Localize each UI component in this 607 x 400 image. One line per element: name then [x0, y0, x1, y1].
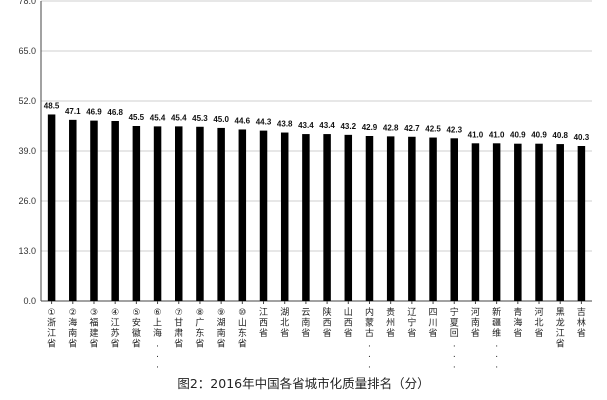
bar	[153, 126, 162, 301]
y-tick-label: 0.0	[23, 296, 36, 306]
y-tick-label: 78.0	[18, 0, 36, 6]
bar	[196, 126, 204, 302]
bar	[514, 143, 522, 301]
bar	[492, 143, 501, 301]
data-label: 42.5	[425, 125, 441, 134]
y-tick-label: 52.0	[18, 96, 36, 106]
x-tick-label: ④ 江苏省	[111, 308, 120, 350]
data-label: 44.6	[235, 116, 251, 125]
bar	[471, 143, 480, 301]
bar	[69, 119, 77, 301]
y-tick-label: 65.0	[18, 46, 36, 56]
x-tick-label: 吉林省	[577, 307, 586, 339]
x-tick-label: ⑧ 广东省	[195, 308, 204, 350]
data-label: 46.9	[86, 108, 102, 117]
data-label: 40.8	[552, 131, 568, 140]
x-tick-label: 内蒙古...	[365, 306, 374, 370]
data-label: 40.3	[574, 133, 590, 142]
x-tick-label: 辽宁省	[407, 307, 416, 339]
bar	[132, 126, 141, 301]
data-label: 41.0	[489, 130, 505, 139]
bar	[450, 138, 458, 301]
bar-chart: 0.0 13.0 26.0 39.0 52.0 65.0 78.0 48.5 47.1 46.9…	[18, 0, 592, 370]
x-tick-label: 青海省	[513, 306, 522, 339]
x-tick-label: ⑤ 安徽省	[132, 308, 141, 350]
data-label: 43.2	[340, 122, 356, 131]
bar	[577, 146, 586, 301]
x-tick-label: ⑥ 上海...	[153, 308, 162, 370]
x-tick-label: ① 浙江省	[47, 308, 56, 350]
data-label: 42.7	[404, 124, 420, 133]
x-tick-label: 贵州省	[386, 306, 395, 339]
bar	[175, 126, 183, 301]
data-label: 43.8	[277, 120, 293, 129]
data-label: 48.5	[44, 101, 60, 110]
data-label: 47.1	[65, 107, 81, 116]
data-label: 43.4	[319, 121, 335, 130]
bar	[535, 143, 543, 301]
x-tick-label: 江西省	[259, 307, 268, 339]
data-label: 45.5	[129, 113, 145, 122]
x-tick-label: 山西省	[344, 307, 353, 339]
chart-caption: 图2：2016年中国各省城市化质量排名（分）	[177, 376, 430, 391]
bar	[408, 136, 416, 301]
bar	[302, 134, 310, 301]
data-label: 42.8	[383, 123, 399, 132]
x-tick-label: 湖北省	[280, 307, 289, 339]
x-tick-label: 四川省	[429, 308, 438, 339]
y-tick-label: 39.0	[18, 146, 36, 156]
bar	[259, 130, 268, 301]
gridlines	[41, 0, 592, 302]
x-tick-label: ⑦ 甘肃省	[174, 308, 183, 350]
bar	[429, 137, 437, 301]
data-label: 42.3	[446, 125, 462, 134]
x-tick-label: 河北省	[535, 306, 544, 339]
bar	[90, 120, 98, 301]
x-tick-label: ⑩ 山东省	[238, 308, 247, 350]
y-tick-label: 26.0	[18, 196, 36, 206]
data-label: 45.4	[150, 113, 166, 122]
data-label: 46.8	[107, 108, 123, 117]
bar	[556, 144, 564, 301]
x-tick-label: 黑龙江省	[556, 307, 565, 350]
x-tick-label: 陕西省	[323, 306, 332, 339]
bar	[217, 127, 225, 301]
bar	[344, 134, 353, 301]
data-label: 45.0	[213, 115, 229, 124]
bar	[386, 136, 395, 301]
x-tick-label: 新疆维...	[492, 306, 501, 370]
data-label: 42.9	[362, 123, 378, 132]
x-tick-label: ③ 福建省	[89, 308, 98, 350]
y-axis: 0.0 13.0 26.0 39.0 52.0 65.0 78.0	[18, 0, 42, 306]
y-tick-label: 13.0	[18, 246, 36, 256]
data-label: 40.9	[531, 131, 547, 140]
bar	[280, 132, 289, 301]
data-label: 40.9	[510, 131, 526, 140]
data-labels: 48.5 47.1 46.9 46.8 45.5 45.4 45.4 45.3 45.0 44.6…	[44, 101, 590, 142]
x-tick-label: ② 海南省	[68, 308, 77, 350]
x-tick-label: ⑨ 湖南省	[217, 308, 226, 350]
x-tick-label: 宁夏回...	[450, 306, 459, 370]
data-label: 43.4	[298, 121, 314, 130]
bars	[47, 114, 586, 302]
data-label: 45.3	[192, 114, 208, 123]
data-label: 45.4	[171, 113, 187, 122]
bar	[238, 129, 247, 301]
x-tick-label: 河南省	[471, 306, 480, 339]
x-axis-labels: ① 浙江省 ② 海南省 ③ 福建省 ④ 江苏省 ⑤ 安徽省 ⑥ 上海.. . ⑦ 甘肃省 ⑧ 广东省 ⑨ 湖南省 ⑩ 山…	[47, 301, 586, 370]
bar	[365, 136, 374, 301]
bar	[111, 121, 119, 301]
data-label: 41.0	[468, 130, 484, 139]
bar	[323, 134, 331, 301]
bar	[47, 114, 56, 301]
x-tick-label: 云南省	[301, 308, 310, 339]
data-label: 44.3	[256, 118, 272, 127]
